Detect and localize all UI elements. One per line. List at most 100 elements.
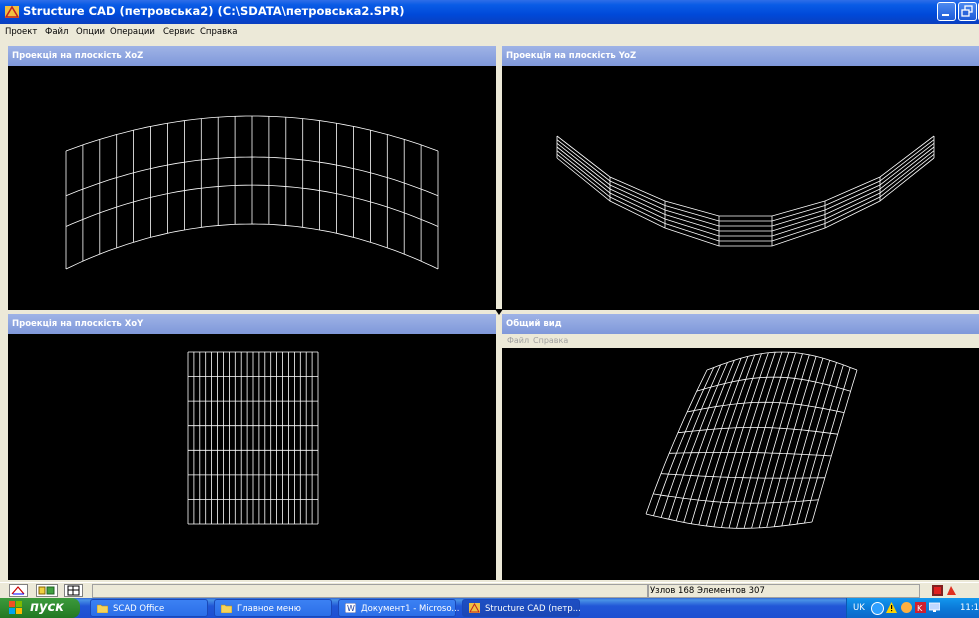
pane-xoy-titlebar[interactable]: Проекція на плоскість XoY (8, 314, 496, 334)
mesh-3d-column (675, 360, 735, 522)
taskbar-item-word-document[interactable]: W Документ1 - Microso... (338, 599, 460, 617)
mesh-xoy-canvas[interactable] (8, 334, 496, 580)
status-tool-button-2[interactable] (36, 584, 58, 597)
mesh-3d-column (789, 362, 837, 526)
clock[interactable]: 11:18 (960, 603, 979, 613)
start-label: пуск (30, 600, 64, 615)
mesh-3d-column (683, 358, 742, 523)
network-icon[interactable] (871, 602, 884, 615)
folder-icon (221, 604, 232, 613)
mesh-3d-column (668, 362, 728, 520)
mesh-yoz-layer (556, 146, 935, 232)
taskbar: пуск SCAD Office Главное меню W Документ… (0, 598, 979, 618)
warning-icon[interactable] (886, 602, 897, 613)
pane-general-menu-file[interactable]: Файл (507, 336, 530, 345)
mesh-3d-column (766, 356, 817, 528)
mesh-3d-canvas[interactable] (502, 348, 979, 580)
restore-icon (961, 5, 973, 17)
mesh-3d-column (653, 367, 715, 516)
mesh-3d-row (687, 401, 845, 413)
pane-general-menu: Файл Справка (502, 334, 979, 348)
pane-general-titlebar[interactable]: Общий вид (502, 314, 979, 334)
window-title: Structure CAD (петровська2) (C:\SDATA\пе… (23, 4, 405, 18)
taskbar-item-label: Документ1 - Microso... (361, 604, 460, 614)
title-bar: Structure CAD (петровська2) (C:\SDATA\пе… (0, 0, 979, 24)
status-field-counts (648, 584, 920, 598)
mesh-3d-column (811, 369, 858, 523)
mesh-3d-column (736, 352, 790, 529)
pane-xoz-titlebar[interactable]: Проекція на плоскість XoZ (8, 46, 496, 66)
pane-xoy[interactable]: Проекція на плоскість XoY (8, 314, 496, 580)
table-tool-icon (67, 585, 80, 596)
mesh-3d-column (781, 360, 831, 527)
mesh-yoz-layer (556, 150, 935, 237)
mesh-3d-column (796, 364, 844, 525)
mesh-3d-column (721, 352, 776, 528)
mesh-xoz-canvas[interactable] (8, 66, 496, 310)
app-icon (4, 5, 20, 18)
status-indicator-icon (932, 585, 943, 596)
svg-text:W: W (347, 604, 355, 613)
status-tool-button-3[interactable] (64, 584, 83, 597)
mesh-xoz-row (65, 223, 439, 270)
taskbar-item-label: Главное меню (237, 604, 301, 614)
pane-yoz-title: Проекція на плоскість YoZ (506, 51, 637, 61)
split-cursor-icon (495, 309, 503, 315)
pane-xoz[interactable]: Проекція на плоскість XoZ (8, 46, 496, 310)
windows-flag-icon (9, 601, 22, 614)
mesh-yoz-canvas[interactable] (502, 66, 979, 310)
mesh-3d-column (698, 354, 756, 526)
pane-yoz-titlebar[interactable]: Проекція на плоскість YoZ (502, 46, 979, 66)
pane-xoz-title: Проекція на плоскість XoZ (12, 51, 144, 61)
taskbar-item-structure-cad[interactable]: Structure CAD (петр... (462, 599, 581, 617)
start-button[interactable]: пуск (0, 598, 80, 618)
mesh-3d-column (645, 369, 708, 515)
mesh-3d-column (728, 351, 783, 529)
menu-options[interactable]: Опции (76, 27, 106, 37)
menu-project[interactable]: Проект (5, 27, 38, 37)
menu-service[interactable]: Сервис (163, 27, 195, 37)
taskbar-item-label: Structure CAD (петр... (485, 604, 581, 614)
minimize-button[interactable] (937, 2, 956, 21)
mesh-3d-column (743, 352, 796, 529)
status-bar: Узлов 168 Элементов 307 (0, 582, 979, 599)
mesh-3d-row (706, 351, 858, 371)
mesh-3d-column (690, 356, 749, 524)
mesh-3d-column (758, 354, 810, 529)
taskbar-item-scad-office[interactable]: SCAD Office (90, 599, 208, 617)
system-tray: UK K 11:18 (846, 598, 979, 618)
security-icon[interactable] (901, 602, 912, 613)
display-icon[interactable] (929, 602, 940, 613)
mesh-3d-column (660, 364, 721, 518)
taskbar-item-label: SCAD Office (113, 604, 165, 614)
status-field-main (92, 584, 648, 598)
pane-yoz[interactable]: Проекція на плоскість YoZ (502, 46, 979, 310)
mdi-workspace: Проекція на плоскість XoZ Проекція на пл… (0, 42, 979, 582)
mesh-yoz-layer (556, 157, 935, 247)
mesh-3d-column (713, 352, 769, 528)
svg-text:K: K (917, 604, 923, 613)
mesh-yoz-layer (556, 139, 935, 222)
pane-general-menu-help[interactable]: Справка (533, 336, 569, 345)
pane-general[interactable]: Общий вид Файл Справка (502, 314, 979, 580)
status-tool-button-1[interactable] (9, 584, 28, 597)
menu-help[interactable]: Справка (200, 27, 238, 37)
antivirus-icon[interactable]: K (915, 602, 926, 613)
status-node-element-count: Узлов 168 Элементов 307 (650, 586, 765, 596)
menu-file[interactable]: Файл (45, 27, 69, 37)
taskbar-item-main-menu[interactable]: Главное меню (214, 599, 332, 617)
nodes-tool-icon (11, 586, 25, 595)
mesh-3d-column (706, 353, 762, 527)
folder-icon (97, 604, 108, 613)
menu-operations[interactable]: Операции (110, 27, 155, 37)
pane-xoy-title: Проекція на плоскість XoY (12, 319, 144, 329)
mesh-3d-column (773, 358, 824, 527)
mesh-yoz-layer (556, 142, 935, 227)
restore-button[interactable] (958, 2, 977, 21)
language-indicator[interactable]: UK (853, 603, 865, 613)
grid-tool-icon (38, 586, 55, 595)
pane-general-title: Общий вид (506, 319, 562, 329)
word-icon: W (345, 603, 356, 613)
scad-icon (469, 603, 480, 613)
menu-bar: Проект Файл Опции Операции Сервис Справк… (0, 24, 979, 42)
